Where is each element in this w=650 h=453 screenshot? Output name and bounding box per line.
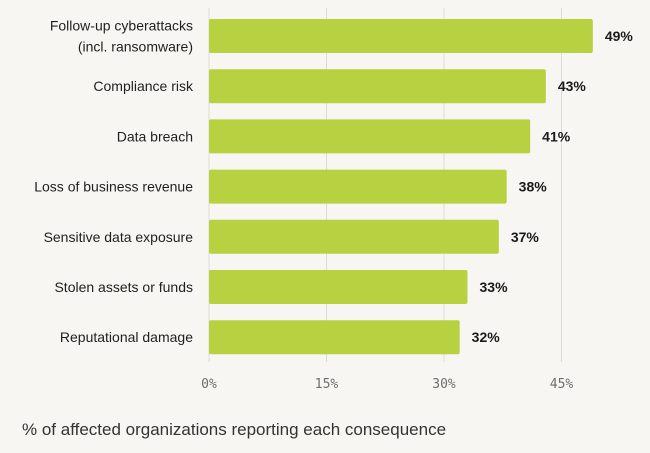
bar	[209, 119, 531, 154]
x-axis-caption: % of affected organizations reporting ea…	[22, 420, 447, 439]
bar	[209, 270, 468, 304]
category-label: Data breach	[117, 128, 193, 144]
x-tick-label: 45%	[550, 377, 574, 392]
x-tick-label: 0%	[201, 377, 217, 392]
bar	[209, 169, 507, 204]
category-label: Loss of business revenue	[34, 179, 193, 195]
bar	[209, 219, 499, 254]
x-axis-ticks: 0% 15% 30% 45%	[201, 377, 573, 392]
category-label: Follow-up cyberattacks (incl. ransomware)	[50, 18, 193, 55]
category-label: Sensitive data exposure	[44, 229, 194, 245]
category-label: Reputational damage	[60, 329, 193, 345]
value-label: 38%	[519, 179, 548, 195]
category-labels: Follow-up cyberattacks (incl. ransomware)…	[34, 18, 194, 346]
value-label: 41%	[542, 128, 571, 144]
value-label: 32%	[472, 329, 501, 345]
bar	[209, 19, 593, 53]
x-tick-label: 30%	[432, 377, 456, 392]
category-label: Compliance risk	[93, 78, 194, 94]
bars	[209, 19, 593, 355]
x-tick-label: 15%	[315, 377, 339, 392]
value-label: 33%	[480, 279, 509, 295]
value-labels: 49% 43% 41% 38% 37% 33% 32%	[472, 28, 634, 345]
bar	[209, 69, 546, 104]
value-label: 43%	[558, 78, 587, 94]
bar	[209, 320, 460, 355]
category-label: Stolen assets or funds	[54, 279, 193, 295]
value-label: 49%	[605, 28, 634, 44]
value-label: 37%	[511, 229, 540, 245]
